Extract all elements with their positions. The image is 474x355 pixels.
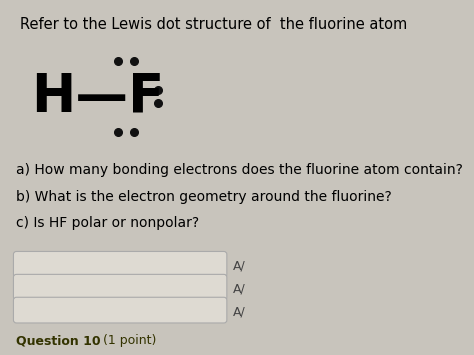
Text: H—F: H—F (32, 71, 164, 122)
Text: Refer to the Lewis dot structure of  the fluorine atom: Refer to the Lewis dot structure of the … (20, 17, 408, 32)
Text: Question 10: Question 10 (17, 334, 101, 347)
Text: c) Is HF polar or nonpolar?: c) Is HF polar or nonpolar? (17, 216, 200, 230)
Text: a) How many bonding electrons does the fluorine atom contain?: a) How many bonding electrons does the f… (17, 163, 464, 178)
Text: b) What is the electron geometry around the fluorine?: b) What is the electron geometry around … (17, 190, 392, 204)
Text: A/: A/ (233, 306, 246, 318)
Text: A/: A/ (233, 283, 246, 296)
FancyBboxPatch shape (13, 297, 227, 323)
FancyBboxPatch shape (13, 274, 227, 300)
Text: (1 point): (1 point) (100, 334, 157, 347)
FancyBboxPatch shape (13, 251, 227, 277)
Text: A/: A/ (233, 260, 246, 273)
